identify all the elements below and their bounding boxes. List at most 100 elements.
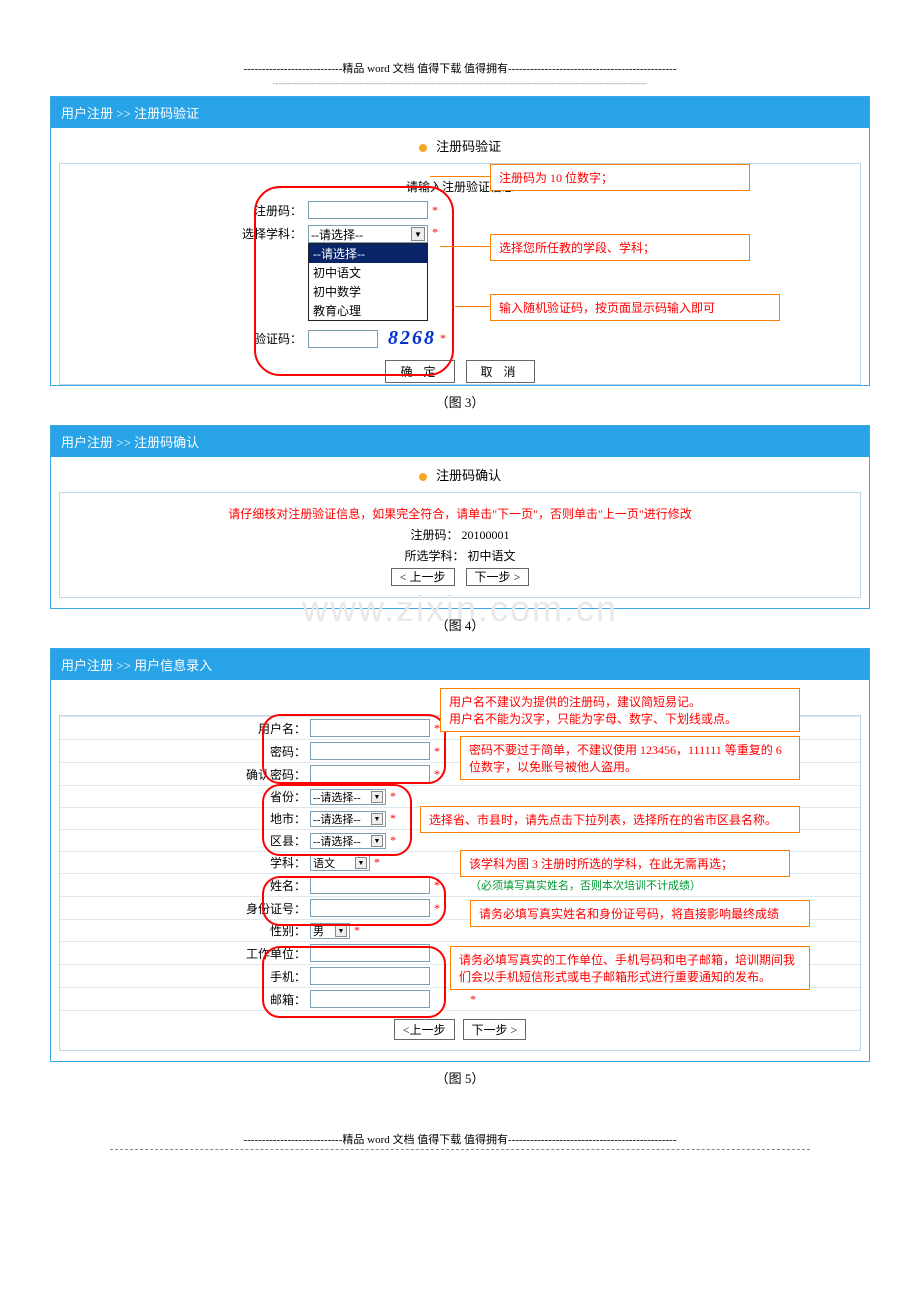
footer-dash	[110, 1149, 810, 1150]
req-mark: *	[390, 833, 396, 848]
label-gender: 性别：	[60, 922, 310, 939]
req-mark: *	[432, 203, 438, 218]
prev-button[interactable]: <上一步	[394, 1019, 455, 1040]
select-city[interactable]: --请选择-- ▼	[310, 811, 386, 827]
name-green-note: （必须填写真实姓名，否则本次培训不计成绩）	[470, 877, 701, 893]
input-email[interactable]	[310, 990, 430, 1008]
fig5-breadcrumb: 用户注册 >> 用户信息录入	[51, 649, 869, 680]
label-phone: 手机：	[60, 968, 310, 985]
doc-header-1: ---------------------------精品 word 文档 值得…	[50, 60, 870, 76]
chevron-down-icon: ▼	[371, 835, 383, 847]
annotation-location: 选择省、市县时，请先点击下拉列表，选择所在的省市区县名称。	[420, 806, 800, 833]
fig3-title-text: 注册码验证	[436, 139, 501, 154]
arrow-line	[440, 246, 490, 247]
req-mark: *	[434, 901, 440, 916]
annotation-subject: 选择您所任教的学段、学科；	[490, 234, 750, 261]
select-gender[interactable]: 男▼	[310, 923, 350, 939]
label-confirm: 确认密码：	[60, 766, 310, 783]
label-regcode: 注册码：	[68, 202, 308, 219]
subject-option[interactable]: 初中语文	[309, 263, 427, 282]
fig5-caption: （图 5）	[50, 1068, 870, 1087]
fig3-breadcrumb: 用户注册 >> 注册码验证	[51, 97, 869, 128]
chevron-down-icon: ▼	[355, 857, 367, 869]
chevron-down-icon: ▼	[371, 791, 383, 803]
bullet-icon	[419, 473, 427, 481]
select-province[interactable]: --请选择-- ▼	[310, 789, 386, 805]
chevron-down-icon: ▼	[335, 925, 347, 937]
arrow-line	[430, 176, 490, 177]
req-mark: *	[374, 855, 380, 870]
req-mark: *	[390, 789, 396, 804]
select-subject-dropdown: --请选择-- 初中语文 初中数学 教育心理	[308, 243, 428, 321]
chevron-down-icon: ▼	[371, 813, 383, 825]
label-captcha: 验证码：	[68, 330, 308, 347]
req-mark: *	[434, 878, 440, 893]
req-mark: *	[434, 744, 440, 759]
label-name: 姓名：	[60, 877, 310, 894]
input-captcha[interactable]	[308, 330, 378, 348]
input-name[interactable]	[310, 876, 430, 894]
captcha-image: 8268	[388, 327, 436, 350]
select-city-value: --请选择--	[313, 811, 361, 827]
input-password[interactable]	[310, 742, 430, 760]
label-email: 邮箱：	[60, 991, 310, 1008]
panel-fig4: 用户注册 >> 注册码确认 注册码确认 请仔细核对注册验证信息，如果完全符合，请…	[50, 425, 870, 609]
fig4-regcode-label: 注册码：	[410, 528, 458, 542]
arrow-line	[455, 306, 490, 307]
select-subject[interactable]: --请选择-- ▼ --请选择-- 初中语文 初中数学 教育心理	[308, 225, 428, 243]
annotation-idcard: 请务必填写真实姓名和身份证号码，将直接影响最终成绩	[470, 900, 810, 927]
input-confirm-password[interactable]	[310, 765, 430, 783]
annotation-captcha: 输入随机验证码，按页面显示码输入即可	[490, 294, 780, 321]
label-password: 密码：	[60, 743, 310, 760]
annotation-subject: 该学科为图 3 注册时所选的学科，在此无需再选；	[460, 850, 790, 877]
annotation-contact: 请务必填写真实的工作单位、手机号码和电子邮箱，培训期间我们会以手机短信形式或电子…	[450, 946, 810, 990]
doc-header-2: ----------------------------------------…	[50, 78, 870, 88]
select-province-value: --请选择--	[313, 789, 361, 805]
select-gender-value: 男	[313, 923, 324, 939]
req-mark: *	[470, 992, 476, 1007]
select-county[interactable]: --请选择-- ▼	[310, 833, 386, 849]
label-username: 用户名：	[60, 720, 310, 737]
input-workunit[interactable]	[310, 944, 430, 962]
bullet-icon	[419, 144, 427, 152]
req-mark: *	[434, 767, 440, 782]
select-subject5[interactable]: 语文▼	[310, 855, 370, 871]
subject-option[interactable]: 教育心理	[309, 301, 427, 320]
subject-option[interactable]: --请选择--	[309, 244, 427, 263]
label-county: 区县：	[60, 832, 310, 849]
fig4-subject-value: 初中语文	[468, 549, 516, 563]
req-mark: *	[354, 923, 360, 938]
cancel-button[interactable]: 取 消	[466, 360, 535, 383]
req-mark: *	[390, 811, 396, 826]
fig3-title: 注册码验证	[51, 128, 869, 159]
fig3-caption: （图 3）	[50, 392, 870, 411]
fig4-breadcrumb: 用户注册 >> 注册码确认	[51, 426, 869, 457]
fig4-title-text: 注册码确认	[436, 468, 501, 483]
req-mark: *	[440, 331, 446, 346]
input-idcard[interactable]	[310, 899, 430, 917]
next-button[interactable]: 下一步 >	[463, 1019, 527, 1040]
panel-fig5: 用户注册 >> 用户信息录入 用户 用户名：* 密码：* 确认密码：* 省份：-…	[50, 648, 870, 1062]
label-province: 省份：	[60, 788, 310, 805]
select-county-value: --请选择--	[313, 833, 361, 849]
input-regcode[interactable]	[308, 201, 428, 219]
select-subject-value: --请选择--	[311, 226, 363, 243]
fig4-title: 注册码确认	[51, 457, 869, 488]
req-mark: *	[432, 225, 438, 240]
subject-option[interactable]: 初中数学	[309, 282, 427, 301]
chevron-down-icon: ▼	[411, 227, 425, 241]
prev-button[interactable]: < 上一步	[391, 568, 455, 586]
label-idcard: 身份证号：	[60, 900, 310, 917]
panel-fig3: 用户注册 >> 注册码验证 注册码验证 请输入注册验证信息 注册码： * 选择学…	[50, 96, 870, 386]
annotation-regcode: 注册码为 10 位数字；	[490, 164, 750, 191]
label-city: 地市：	[60, 810, 310, 827]
fig4-regcode-value: 20100001	[462, 528, 510, 542]
confirm-button[interactable]: 确 定	[385, 360, 454, 383]
fig4-caption: （图 4）	[50, 615, 870, 634]
label-workunit: 工作单位：	[60, 945, 310, 962]
fig4-subject-label: 所选学科：	[404, 549, 464, 563]
input-username[interactable]	[310, 719, 430, 737]
input-phone[interactable]	[310, 967, 430, 985]
next-button[interactable]: 下一步 >	[466, 568, 530, 586]
annotation-password: 密码不要过于简单，不建议使用 123456，111111 等重复的 6 位数字，…	[460, 736, 800, 780]
